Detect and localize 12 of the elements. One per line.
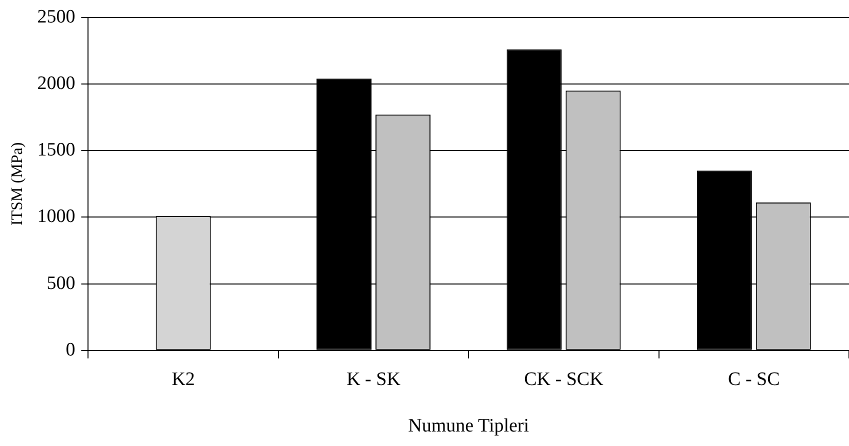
y-tick-label: 1500 [37,140,76,161]
y-tick-label: 0 [66,339,76,360]
y-tick-label: 500 [46,272,76,294]
y-tick-label: 2000 [37,72,76,94]
y-tick-label: 2500 [37,6,76,28]
y-axis-title: ITSM (MPa) [8,142,26,226]
x-axis-title: Numune Tipleri [408,416,530,437]
x-tick-label: K2 [172,368,195,390]
y-tick-label: 1000 [37,206,76,228]
x-tick-label: K - SK [346,368,401,390]
x-tick-label: C - SC [728,368,780,390]
x-tick-label: CK - SCK [524,368,604,390]
